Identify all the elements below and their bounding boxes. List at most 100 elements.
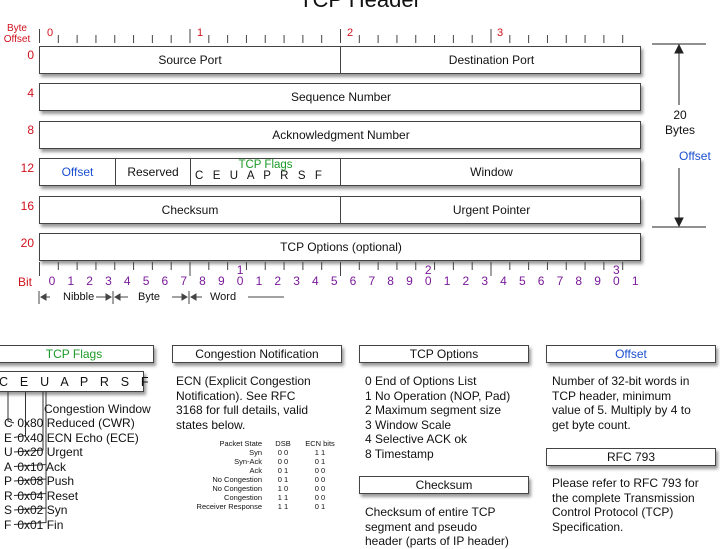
flag-letter: R xyxy=(4,488,13,503)
scale-byte: Byte xyxy=(138,291,161,303)
byte-offset-label: Byte Offset xyxy=(2,23,32,45)
bit-number: 9 xyxy=(406,274,413,288)
ecn-table-row: Congestion 1 1 0 0 xyxy=(196,493,346,502)
flag-item: U 0x20 Urgent xyxy=(4,445,139,460)
bit-number: 2 xyxy=(86,274,93,288)
row-offset-8: 8 xyxy=(27,123,34,137)
offset-line: get byte count. xyxy=(552,417,631,432)
bit-number: 1 xyxy=(255,274,263,288)
bit-number: 1 xyxy=(67,274,75,288)
ecn-table-cell: 0 0 xyxy=(277,457,289,466)
tcp-options-list: 0 End of Options List 1 No Operation (NOP… xyxy=(365,374,510,461)
row-offset-12: 12 xyxy=(20,161,34,175)
row-offset-4: 4 xyxy=(27,86,34,100)
ecn-table-cell: Ack xyxy=(249,466,262,475)
bit-number: 6 xyxy=(537,274,545,288)
byte-offset-label-line2: Offset xyxy=(3,34,31,45)
offset-line: value of 5. Multiply by 4 to xyxy=(552,403,691,417)
checksum-line: Checksum of entire TCP xyxy=(365,505,496,519)
flag-hex: 0x40 xyxy=(14,430,47,445)
ecn-table-cell: Syn xyxy=(249,448,262,457)
tcp-flags-field: TCP Flags C E U A P R S F xyxy=(191,159,341,185)
flag-item: E 0x40 ECN Echo (ECE) xyxy=(4,431,139,446)
rfc-line: Control Protocol (TCP) xyxy=(552,505,674,519)
row-offset-0: 0 xyxy=(27,48,34,62)
flag-letter: F xyxy=(4,517,12,532)
ecn-table-cell: No Congestion xyxy=(212,475,262,484)
flag-description: Reset xyxy=(46,488,79,503)
bit-number: 3 xyxy=(481,274,489,288)
flag-item: F 0x01 Fin xyxy=(4,518,139,533)
tcp-option-line: 4 Selective ACK ok xyxy=(365,432,468,446)
bit-number: 6 xyxy=(349,274,357,288)
tcp-options-panel-title: TCP Options xyxy=(359,345,529,363)
checksum-panel-title: Checksum xyxy=(359,476,529,494)
row-offset-16: 16 xyxy=(20,199,34,213)
bit-number: 0 xyxy=(48,274,56,288)
ecn-state-table: Packet State DSB ECN bits Syn 0 0 1 1 Syn-Ack 0… xyxy=(196,439,346,511)
side-offset-label: Offset xyxy=(679,149,711,163)
bit-number: 5 xyxy=(518,274,526,288)
flag-description: Urgent xyxy=(46,445,83,459)
byte-offset-label-line1: Byte xyxy=(6,23,27,34)
tcp-option-line: 1 No Operation (NOP, Pad) xyxy=(365,388,511,403)
ecn-table-row: Syn-Ack 0 0 0 1 xyxy=(196,457,346,466)
flag-item: R 0x04 Reset xyxy=(4,489,139,504)
flag-hex: 0x20 xyxy=(14,445,47,459)
ecn-table-cell: ECN bits xyxy=(305,439,335,448)
flag-description: Fin xyxy=(46,517,64,532)
tcp-flags-list: C 0x80 Reduced (CWR) E 0x40 ECN Echo (ECE… xyxy=(4,416,139,532)
scale-word: Word xyxy=(210,291,237,303)
flag-hex: 0x01 xyxy=(14,517,47,532)
ecn-table-cell: 0 1 xyxy=(277,475,289,484)
ecn-table-header: Packet State DSB ECN bits xyxy=(196,439,346,448)
flag-item: C 0x80 Reduced (CWR) xyxy=(4,416,139,431)
ecn-table-cell: 0 1 xyxy=(314,457,326,466)
checksum-description: Checksum of entire TCP segment and pseudo… xyxy=(365,505,509,549)
ecn-table-cell: 1 1 xyxy=(277,493,289,502)
bit-number: 3 xyxy=(105,274,112,288)
bit-number: 9 xyxy=(217,274,225,288)
flag-letter: U xyxy=(4,445,13,459)
flag-item: S 0x02 Syn xyxy=(4,503,139,518)
ecn-table-cell: 0 0 xyxy=(314,466,326,475)
ecn-table-cell: Congestion xyxy=(224,493,262,502)
size-bracket xyxy=(652,43,706,228)
offset-description: Number of 32-bit words in TCP header, min… xyxy=(552,374,691,432)
bit-number: 8 xyxy=(387,274,394,288)
bit-number: 9 xyxy=(594,274,601,288)
congestion-window-label: Congestion Window xyxy=(44,402,151,416)
flag-hex: 0x02 xyxy=(14,503,47,517)
window-field: Window xyxy=(470,165,513,179)
flag-letter: A xyxy=(4,459,13,474)
tcp-flags-letters: C E U A P R S F xyxy=(195,170,326,182)
bit-number: 2 xyxy=(462,274,470,288)
ecn-table-row: No Congestion 0 1 0 0 xyxy=(196,475,346,484)
bit-number: 1 xyxy=(443,274,451,288)
congestion-line: Notification). See RFC xyxy=(176,388,296,403)
ack-number-field: Acknowledgment Number xyxy=(272,128,410,142)
ecn-table-cell: Packet State xyxy=(219,439,262,448)
tcp-option-line: 2 Maximum segment size xyxy=(365,403,502,417)
header-row-flags: Offset Reserved TCP Flags C E U A P R S … xyxy=(39,158,641,186)
offset-line: TCP header, minimum xyxy=(552,388,672,403)
rfc-panel-title: RFC 793 xyxy=(546,448,716,466)
flag-item: A 0x10 Ack xyxy=(4,460,139,475)
bit-number: 7 xyxy=(180,274,188,288)
rfc-line: Specification. xyxy=(552,519,624,534)
bit-number: 4 xyxy=(500,274,507,288)
offset-field: Offset xyxy=(40,159,116,185)
urgent-pointer-field: Urgent Pointer xyxy=(452,203,531,217)
congestion-line: ECN (Explicit Congestion xyxy=(176,374,311,388)
flag-description: ECN Echo (ECE) xyxy=(46,430,139,445)
ecn-table-cell: DSB xyxy=(275,439,291,448)
offset-panel-title: Offset xyxy=(546,345,716,363)
flag-description: Reduced (CWR) xyxy=(46,416,135,430)
bottom-ruler-ticks xyxy=(39,262,624,276)
ecn-table-cell: 0 0 xyxy=(314,484,326,493)
header-row-options: TCP Options (optional) xyxy=(39,233,641,261)
bit-label: Bit xyxy=(17,275,32,289)
rfc-line: the complete Transmission xyxy=(552,490,695,505)
byte-col-0: 0 xyxy=(47,27,54,39)
